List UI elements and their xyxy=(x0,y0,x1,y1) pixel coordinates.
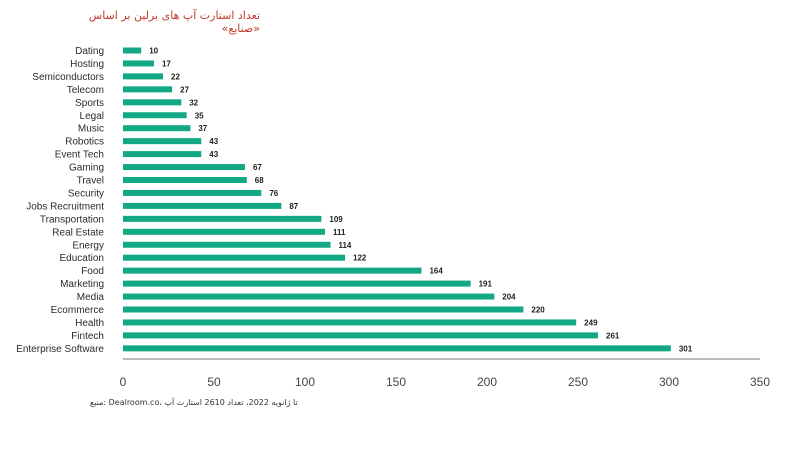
x-tick-label: 250 xyxy=(568,375,588,389)
chart-title: تعداد استارت آپ های برلین بر اساس «صنایع… xyxy=(88,9,260,35)
bar xyxy=(123,215,322,222)
value-label: 76 xyxy=(269,189,278,198)
category-label: Real Estate xyxy=(52,227,104,238)
bar xyxy=(123,73,164,80)
bar xyxy=(123,47,142,54)
bar xyxy=(123,151,202,158)
bar xyxy=(123,293,495,300)
category-label: Media xyxy=(77,292,105,303)
category-label: Food xyxy=(81,266,104,277)
value-label: 122 xyxy=(353,254,367,263)
category-labels: Dating Hosting Semiconductors Telecom Sports… xyxy=(16,46,104,355)
x-tick-label: 100 xyxy=(295,375,315,389)
bar xyxy=(123,241,331,248)
category-label: Legal xyxy=(80,111,104,122)
bar xyxy=(123,60,154,67)
x-tick-label: 200 xyxy=(477,375,497,389)
category-label: Security xyxy=(68,188,104,199)
x-tick-label: 300 xyxy=(659,375,679,389)
x-tick-label: 50 xyxy=(207,375,221,389)
x-axis-ticks: 0 50 100 150 200 250 300 350 xyxy=(120,375,771,389)
value-label: 68 xyxy=(255,176,264,185)
value-label: 35 xyxy=(195,111,204,120)
x-tick-label: 150 xyxy=(386,375,406,389)
value-label: 37 xyxy=(198,124,207,133)
value-label: 22 xyxy=(171,72,180,81)
bar xyxy=(123,112,187,119)
value-labels: 1017222732353743436768768710911111412216… xyxy=(149,47,693,354)
value-label: 10 xyxy=(149,47,158,56)
bar xyxy=(123,125,191,132)
bar xyxy=(123,345,671,352)
bar xyxy=(123,280,471,287)
value-label: 301 xyxy=(679,344,693,353)
bar xyxy=(123,306,524,313)
category-label: Energy xyxy=(72,240,104,251)
bar xyxy=(123,99,182,106)
value-label: 27 xyxy=(180,85,189,94)
category-label: Health xyxy=(75,318,104,329)
value-label: 164 xyxy=(429,267,443,276)
value-label: 43 xyxy=(209,137,218,146)
category-label: Ecommerce xyxy=(51,305,105,316)
value-label: 43 xyxy=(209,150,218,159)
value-label: 109 xyxy=(329,215,343,224)
bar xyxy=(123,332,599,339)
category-label: Sports xyxy=(75,98,104,109)
value-label: 67 xyxy=(253,163,262,172)
bar xyxy=(123,319,577,326)
bar xyxy=(123,177,247,183)
bar xyxy=(123,202,282,209)
value-label: 220 xyxy=(531,306,545,315)
bar xyxy=(123,86,173,93)
value-label: 17 xyxy=(162,59,171,68)
value-label: 87 xyxy=(289,202,298,211)
category-label: Robotics xyxy=(65,137,104,148)
category-label: Dating xyxy=(75,46,104,57)
category-label: Enterprise Software xyxy=(16,344,104,355)
category-label: Education xyxy=(60,253,104,264)
x-tick-label: 0 xyxy=(120,375,127,389)
value-label: 191 xyxy=(479,280,493,289)
category-label: Fintech xyxy=(71,331,104,342)
category-label: Jobs Recruitment xyxy=(26,201,104,212)
category-label: Telecom xyxy=(67,85,104,96)
category-label: Gaming xyxy=(69,163,104,174)
bar xyxy=(123,189,262,196)
category-label: Marketing xyxy=(60,279,104,290)
category-label: Music xyxy=(78,124,104,135)
bar xyxy=(123,267,422,274)
value-label: 204 xyxy=(502,293,516,302)
bar xyxy=(123,228,326,235)
category-label: Semiconductors xyxy=(32,72,104,83)
value-label: 249 xyxy=(584,318,598,327)
category-label: Travel xyxy=(77,176,104,187)
value-label: 261 xyxy=(606,331,620,340)
bars xyxy=(123,47,671,352)
category-label: Transportation xyxy=(40,214,104,225)
category-label: Event Tech xyxy=(55,150,104,161)
value-label: 32 xyxy=(189,98,198,107)
value-label: 114 xyxy=(338,241,351,250)
source-note: منبع: Dealroom.co، تا ژانویه 2022، تعداد… xyxy=(90,398,298,407)
bar xyxy=(123,164,245,171)
category-label: Hosting xyxy=(70,59,104,70)
bar xyxy=(123,138,202,145)
bar xyxy=(123,254,346,261)
x-tick-label: 350 xyxy=(750,375,770,389)
value-label: 111 xyxy=(333,228,346,237)
